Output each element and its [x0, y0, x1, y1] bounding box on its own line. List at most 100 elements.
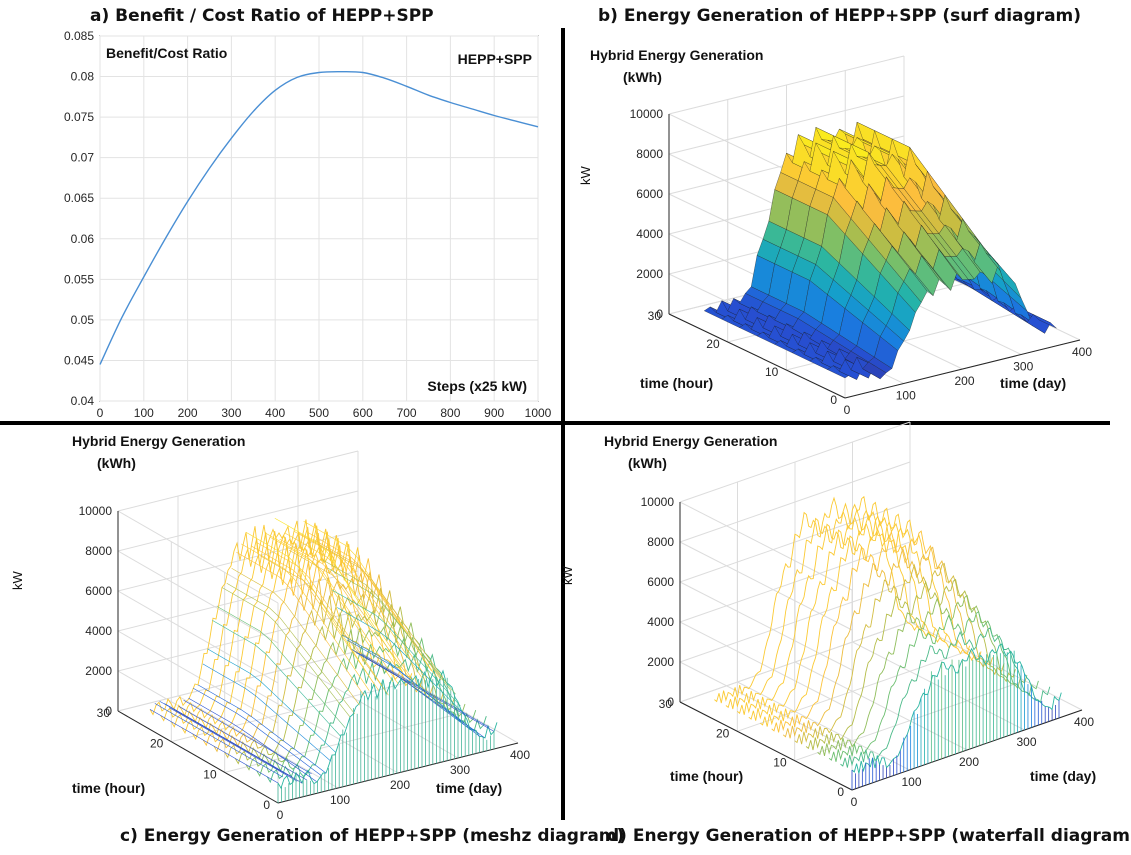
surface-patch — [856, 121, 881, 148]
z-gridline-back — [117, 650, 359, 712]
mesh-line — [245, 620, 466, 771]
surface-patch — [745, 286, 770, 302]
surface-patch — [727, 315, 752, 330]
mesh-crossline — [289, 549, 418, 689]
surface-patch — [827, 365, 852, 379]
z-tick-label: 8000 — [636, 147, 663, 161]
surface-patch — [868, 146, 893, 167]
day-gridline-floor — [237, 680, 399, 774]
hour-gridline-floor — [224, 711, 465, 773]
surface-patch — [874, 223, 899, 253]
surface-patch — [850, 279, 875, 311]
surface-patch — [856, 169, 881, 204]
z-tick-label: 10000 — [79, 504, 113, 518]
mesh-crossline — [241, 543, 370, 691]
hour-tick-label: 20 — [716, 726, 730, 740]
axis-box — [679, 421, 1083, 791]
surface-patch — [745, 323, 769, 338]
z-gridline-left — [668, 113, 846, 199]
surface-patch — [803, 144, 828, 166]
waterfall-line — [725, 501, 936, 710]
day-tick-label: 300 — [1013, 360, 1033, 374]
mesh-crossline — [341, 634, 471, 730]
surface-patch — [862, 361, 887, 380]
surface-patch — [868, 130, 893, 169]
day-gridline-floor — [117, 710, 279, 804]
surface-patch — [950, 227, 975, 262]
mesh-line — [256, 636, 477, 777]
surface-patch — [980, 289, 1004, 304]
mesh-line — [224, 587, 445, 759]
surface-patch — [932, 257, 958, 280]
meshz-skirt — [277, 676, 495, 803]
z-tick-label: 6000 — [85, 584, 112, 598]
day-tick-label: 0 — [844, 403, 851, 417]
surface-patch — [874, 192, 899, 226]
surface-patch — [997, 263, 1022, 299]
surface-patch — [915, 181, 940, 220]
surface-patch — [897, 200, 922, 248]
mesh-line — [277, 668, 498, 790]
mesh-crossline — [317, 543, 447, 683]
x-tick-label: 900 — [484, 406, 504, 420]
surface-patch — [932, 249, 957, 291]
waterfall-line — [805, 578, 1016, 751]
day-gridline-floor — [786, 284, 963, 370]
surface-patch — [727, 298, 752, 320]
z-gridline-back — [668, 175, 905, 235]
surface-patch — [1009, 305, 1034, 323]
surface-patch — [868, 356, 893, 373]
surface-patch — [809, 342, 834, 362]
surface-patch — [733, 308, 758, 330]
hour-tick-label: 20 — [706, 337, 720, 351]
hour-gridline-floor — [668, 255, 905, 315]
surface-mesh — [703, 121, 1057, 380]
surface-patch — [886, 176, 910, 211]
surface-patch — [903, 163, 928, 184]
surface-patch — [926, 233, 952, 257]
plot-area — [99, 35, 539, 402]
mesh-line — [181, 537, 402, 734]
y-tick-label: 0.04 — [71, 394, 95, 408]
surface-patch — [944, 272, 969, 287]
line-chart-group: 0 100 200 300 400 500 600 700 800 900 1000 0.04 0.04… — [64, 29, 552, 420]
surface-patch — [921, 255, 945, 285]
surface-patch — [956, 214, 981, 244]
surface-patch — [844, 350, 869, 370]
surface-patch — [815, 126, 840, 149]
surface-patch — [921, 261, 946, 273]
day-gridline-floor — [297, 665, 459, 759]
surface-patch — [845, 148, 869, 158]
z-tick-label: 10000 — [641, 495, 675, 509]
surface-patch — [909, 255, 934, 270]
hour-tick-label: 10 — [765, 365, 779, 379]
mesh-crossline — [188, 697, 317, 782]
z-tick-label: 10000 — [630, 107, 664, 121]
z-tick-label: 2000 — [636, 267, 663, 281]
grid — [99, 35, 539, 402]
legend-label: HEPP+SPP — [458, 51, 532, 67]
z-gridline-back — [668, 95, 905, 155]
surface-patch — [833, 262, 858, 296]
z-gridline-left — [668, 233, 846, 319]
mesh-crossline — [351, 649, 480, 737]
z-gridline-back — [679, 541, 911, 623]
surface-patch — [774, 340, 799, 353]
z-tick-label: 8000 — [85, 544, 112, 558]
surface-patch — [909, 177, 934, 206]
day-gridline-floor — [845, 270, 1022, 355]
surface-patch — [909, 238, 934, 269]
surface-patch — [1015, 305, 1040, 320]
z-gridline-left — [117, 550, 279, 644]
surface-patch — [733, 298, 758, 312]
surface-patch — [874, 336, 899, 369]
tick-labels: 0200040006000800010000010020030040001020… — [641, 495, 1095, 809]
surface-patch — [856, 322, 881, 358]
surface-patch — [745, 306, 769, 328]
surface-patch — [980, 243, 1004, 281]
mesh-crossline — [279, 538, 408, 684]
surface-patch — [797, 348, 822, 363]
surface-patch — [862, 139, 887, 156]
z-gridline-back — [679, 501, 911, 583]
surface-patch — [868, 145, 893, 167]
